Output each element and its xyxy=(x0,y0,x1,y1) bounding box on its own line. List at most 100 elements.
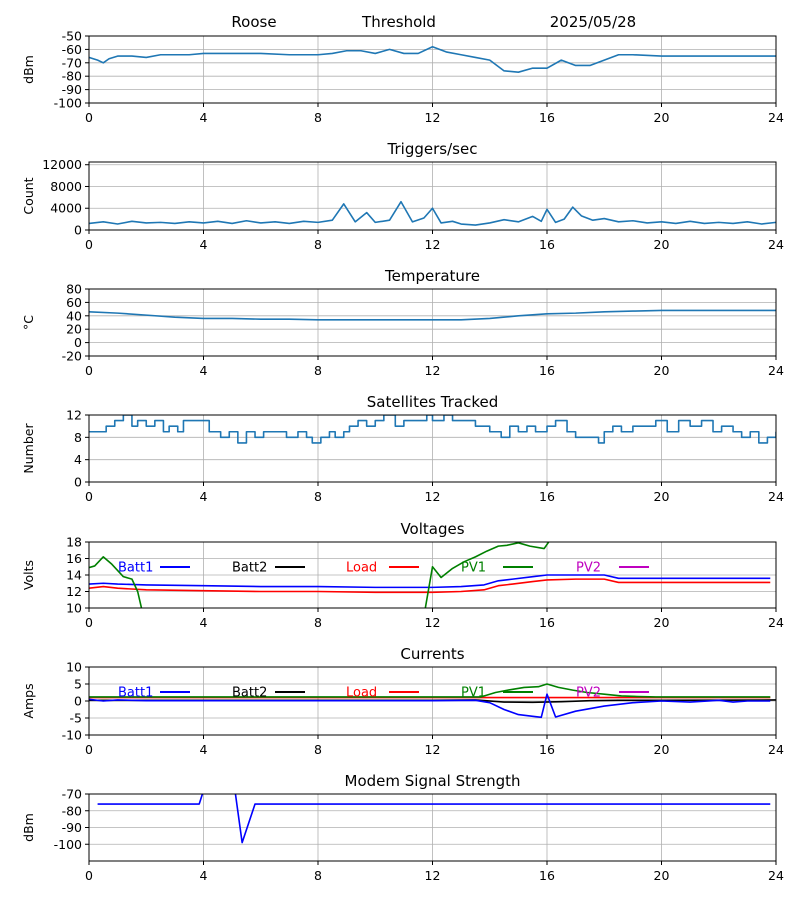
panel-satellites: 0 4 8 12 16 20 24 0 4 8 12 Number Satellites Tracked xyxy=(21,393,784,504)
y-tick-label: 0 xyxy=(74,694,82,709)
y-tick-label: 4 xyxy=(74,452,82,467)
legend-entry-load: Load xyxy=(346,686,377,701)
x-tick-label: 4 xyxy=(200,237,208,252)
y-tick-label: 5 xyxy=(74,677,82,692)
x-tick-label: 12 xyxy=(425,868,441,883)
x-tick-label: 0 xyxy=(85,489,93,504)
y-tick-label: 0 xyxy=(74,335,82,350)
y-tick-label: -90 xyxy=(62,820,82,835)
panel-title: Temperature xyxy=(384,267,480,285)
y-tick-label: 80 xyxy=(66,282,82,297)
header-mode: Threshold xyxy=(361,13,436,31)
y-tick-label: -90 xyxy=(62,82,82,97)
x-tick-label: 8 xyxy=(314,742,322,757)
legend-entry-pv2: PV2 xyxy=(576,686,601,701)
y-tick-label: -5 xyxy=(70,711,82,726)
panel-title: Currents xyxy=(400,645,464,663)
x-tick-label: 4 xyxy=(200,489,208,504)
y-tick-label: 8000 xyxy=(50,179,82,194)
x-tick-label: 8 xyxy=(314,868,322,883)
y-tick-label: 4000 xyxy=(50,201,82,216)
x-tick-label: 4 xyxy=(200,363,208,378)
x-tick-label: 0 xyxy=(85,868,93,883)
x-tick-label: 24 xyxy=(768,237,784,252)
series-line-pv1 xyxy=(89,683,771,698)
y-tick-label: 12 xyxy=(66,584,82,599)
y-axis-label: °C xyxy=(21,315,36,330)
y-tick-label: -100 xyxy=(54,837,82,852)
x-tick-label: 4 xyxy=(200,110,208,125)
x-tick-label: 16 xyxy=(539,615,555,630)
legend-entry-batt1: Batt1 xyxy=(118,686,153,701)
y-tick-label: -60 xyxy=(62,42,82,57)
series-line-signal xyxy=(89,45,776,73)
y-tick-label: 10 xyxy=(66,601,82,616)
x-tick-label: 12 xyxy=(425,615,441,630)
x-tick-label: 20 xyxy=(654,237,670,252)
x-tick-label: 4 xyxy=(200,615,208,630)
y-tick-label: -20 xyxy=(62,349,82,364)
y-tick-label: 12000 xyxy=(42,157,82,172)
series-line-batt1 xyxy=(89,693,771,719)
y-tick-label: -10 xyxy=(62,728,82,743)
panel-currents: 0 4 8 12 16 20 24 -10 -5 0 5 10 Amps Currents Batt1 Bat… xyxy=(21,645,784,757)
y-tick-label: 40 xyxy=(66,308,82,323)
x-tick-label: 8 xyxy=(314,615,322,630)
y-tick-label: 0 xyxy=(74,475,82,490)
x-tick-label: 16 xyxy=(539,363,555,378)
panel-title: Satellites Tracked xyxy=(367,393,498,411)
legend-entry-batt2: Batt2 xyxy=(232,686,267,701)
y-tick-label: 14 xyxy=(66,568,82,583)
series-line-pv1 xyxy=(89,542,550,608)
panel-title: Triggers/sec xyxy=(387,140,478,158)
series-line-load xyxy=(89,578,771,594)
panel-title: Voltages xyxy=(400,520,464,538)
x-tick-label: 20 xyxy=(654,742,670,757)
x-tick-label: 0 xyxy=(85,615,93,630)
x-tick-label: 8 xyxy=(314,363,322,378)
y-tick-label: 8 xyxy=(74,430,82,445)
series-line-batt1 xyxy=(89,574,771,589)
x-tick-label: 24 xyxy=(768,742,784,757)
x-tick-label: 16 xyxy=(539,742,555,757)
y-tick-label: -70 xyxy=(62,55,82,70)
x-tick-label: 20 xyxy=(654,363,670,378)
legend-entry-batt1: Batt1 xyxy=(118,561,153,576)
x-tick-label: 20 xyxy=(654,868,670,883)
legend-entry-load: Load xyxy=(346,561,377,576)
y-tick-label: -70 xyxy=(62,787,82,802)
x-tick-label: 8 xyxy=(314,110,322,125)
x-tick-label: 0 xyxy=(85,363,93,378)
header-date: 2025/05/28 xyxy=(550,13,636,31)
legend-entry-pv1: PV1 xyxy=(461,561,486,576)
y-tick-label: 12 xyxy=(66,408,82,423)
x-tick-label: 20 xyxy=(654,110,670,125)
x-tick-label: 12 xyxy=(425,742,441,757)
x-tick-label: 24 xyxy=(768,110,784,125)
x-tick-label: 16 xyxy=(539,489,555,504)
y-tick-label: 60 xyxy=(66,295,82,310)
x-tick-label: 12 xyxy=(425,363,441,378)
x-tick-label: 16 xyxy=(539,868,555,883)
y-axis-label: Volts xyxy=(21,560,36,590)
y-axis-label: Amps xyxy=(21,683,36,718)
series-line-satellites xyxy=(89,415,776,444)
y-tick-label: -50 xyxy=(62,29,82,44)
series-line-temperature xyxy=(89,309,776,321)
x-tick-label: 8 xyxy=(314,489,322,504)
x-tick-label: 8 xyxy=(314,237,322,252)
y-tick-label: 20 xyxy=(66,322,82,337)
x-tick-label: 12 xyxy=(425,237,441,252)
y-tick-label: -80 xyxy=(62,803,82,818)
y-tick-label: 0 xyxy=(74,223,82,238)
panel-signal: 0 4 8 12 16 20 24 -100-90-80-70-60-50 dBm xyxy=(21,29,784,126)
legend-entry-pv2: PV2 xyxy=(576,561,601,576)
y-tick-label: -100 xyxy=(54,96,82,111)
y-tick-label: 10 xyxy=(66,660,82,675)
x-tick-label: 4 xyxy=(200,742,208,757)
y-axis-label: Count xyxy=(21,177,36,214)
x-tick-label: 0 xyxy=(85,742,93,757)
y-tick-label: 16 xyxy=(66,551,82,566)
x-tick-label: 20 xyxy=(654,615,670,630)
